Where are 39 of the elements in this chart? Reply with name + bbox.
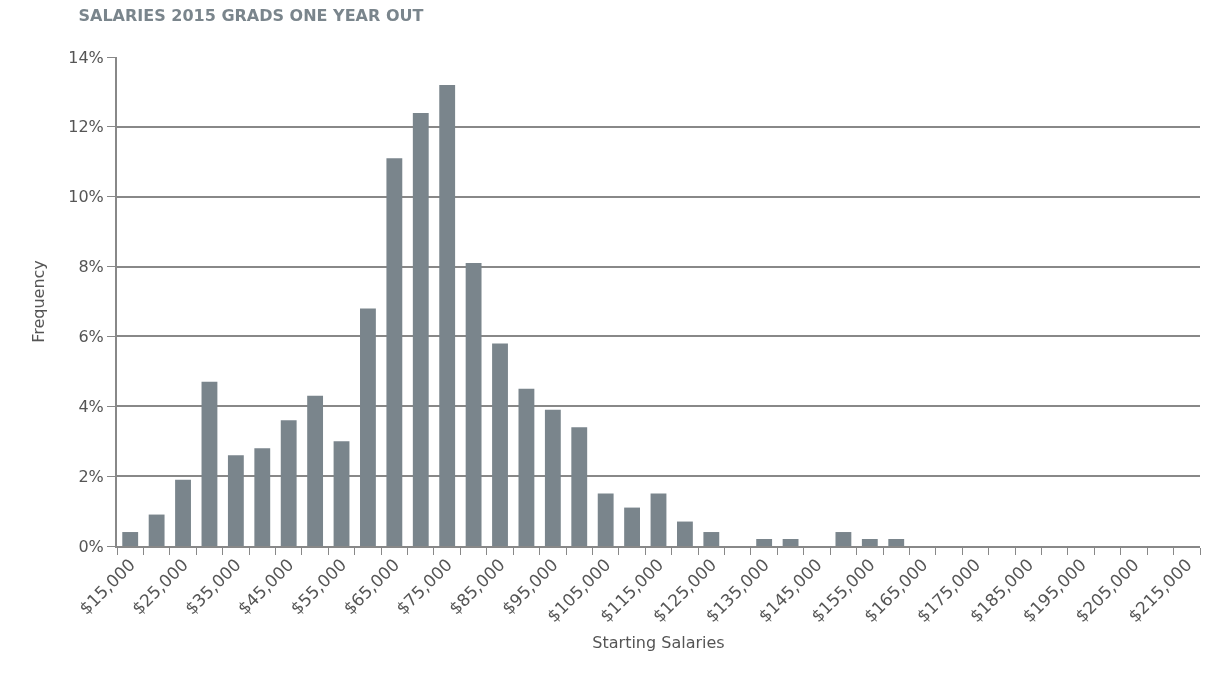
x-axis-title: Starting Salaries: [592, 633, 725, 653]
bar: [227, 455, 244, 546]
y-tick-label: 14%: [68, 47, 104, 67]
bar: [201, 381, 218, 546]
bar: [597, 493, 614, 546]
bar: [148, 514, 165, 546]
chart-title: SALARIES 2015 GRADS ONE YEAR OUT: [78, 6, 424, 26]
y-tick-label: 0%: [78, 536, 104, 556]
bar: [465, 263, 482, 546]
bar: [518, 388, 535, 546]
bar: [307, 395, 324, 546]
y-tick-label: 8%: [78, 257, 104, 277]
bar: [624, 507, 641, 546]
bar: [492, 343, 508, 546]
bar: [756, 539, 773, 546]
y-tick-label: 2%: [78, 466, 104, 486]
bar: [122, 532, 139, 546]
bar: [254, 448, 271, 546]
bar: [650, 493, 667, 546]
bar: [333, 441, 350, 546]
bar: [412, 112, 429, 546]
bar: [676, 521, 693, 546]
bar: [571, 427, 588, 546]
bar: [439, 84, 456, 546]
bar: [386, 158, 403, 546]
bar: [175, 479, 191, 546]
y-tick-label: 6%: [78, 327, 104, 347]
bar: [544, 409, 561, 546]
bar: [861, 539, 878, 546]
bar: [782, 539, 799, 546]
y-tick-label: 4%: [78, 396, 104, 416]
bar: [888, 539, 905, 546]
bar: [280, 420, 297, 546]
bar: [835, 532, 852, 546]
y-axis-title: Frequency: [28, 260, 48, 343]
bar: [360, 308, 376, 546]
bar: [703, 532, 720, 546]
y-tick-label: 10%: [68, 187, 104, 207]
y-tick-label: 12%: [68, 117, 104, 137]
